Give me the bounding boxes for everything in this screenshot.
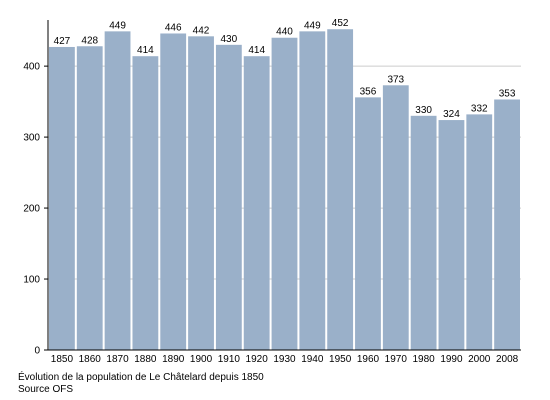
axes: 0 100 200 300 400 1850 1860 1870 1880 1890 1900 191… [23,20,521,365]
x-tick-label: 1850 [51,354,74,365]
data-label: 332 [471,103,488,114]
data-label: 324 [443,109,460,120]
data-label: 414 [137,45,154,56]
data-label: 330 [415,105,432,116]
bar-1870 [104,31,131,351]
x-tick-label: 1990 [440,354,463,365]
chart-caption-source: Source OFS [18,384,74,395]
x-tick-label: 2008 [496,354,519,365]
bar-1890 [160,33,187,350]
bar-1860 [76,46,103,351]
bar-1960 [355,97,381,351]
y-tick-label: 200 [23,204,40,215]
chart-caption-title: Évolution de la population de Le Châtela… [18,372,264,383]
data-label: 452 [332,18,349,29]
data-label: 440 [276,27,293,38]
data-label: 427 [54,36,71,47]
data-label: 449 [304,20,321,31]
bars [49,29,520,351]
data-labels: 427 428 449 414 446 442 430 414 440 449 452 356 373 3… [54,18,516,120]
y-tick-label: 300 [23,133,40,144]
bar-1900 [188,36,214,351]
x-tick-label: 1980 [412,354,435,365]
bar-1910 [215,44,242,350]
data-label: 430 [221,34,238,45]
bar-1990 [438,120,465,350]
y-tick-label: 100 [23,275,40,286]
bar-1970 [382,85,409,351]
data-label: 356 [360,86,377,97]
data-label: 353 [499,88,516,99]
data-label: 442 [193,25,210,36]
x-tick-label: 2000 [468,354,491,365]
bar-1930 [271,37,298,350]
x-tick-label: 1970 [385,354,408,365]
x-tick-label: 1920 [246,354,269,365]
bar-1950 [327,29,354,351]
data-label: 449 [109,20,126,31]
x-tick-label: 1900 [190,354,213,365]
bar-1940 [299,31,326,351]
x-tick-label: 1890 [162,354,185,365]
bar-1850 [49,46,75,350]
data-label: 414 [248,45,265,56]
y-tick-label: 0 [34,346,40,357]
data-label: 446 [165,22,182,33]
data-label: 428 [81,35,98,46]
x-tick-label: 1870 [106,354,129,365]
bar-2008 [494,99,520,350]
population-bar-chart: 427 428 449 414 446 442 430 414 440 449 452 356 373 3… [23,18,521,365]
x-tick-label: 1930 [273,354,296,365]
bar-1920 [243,56,270,351]
data-label: 373 [387,74,404,85]
x-tick-label: 1860 [79,354,102,365]
x-tick-label: 1960 [357,354,380,365]
x-tick-label: 1940 [301,354,324,365]
bar-1980 [410,115,437,350]
y-tick-label: 400 [23,62,40,73]
bar-2000 [466,114,493,350]
x-tick-label: 1950 [329,354,352,365]
x-tick-label: 1880 [134,354,157,365]
bar-1880 [132,56,159,351]
x-tick-label: 1910 [218,354,241,365]
